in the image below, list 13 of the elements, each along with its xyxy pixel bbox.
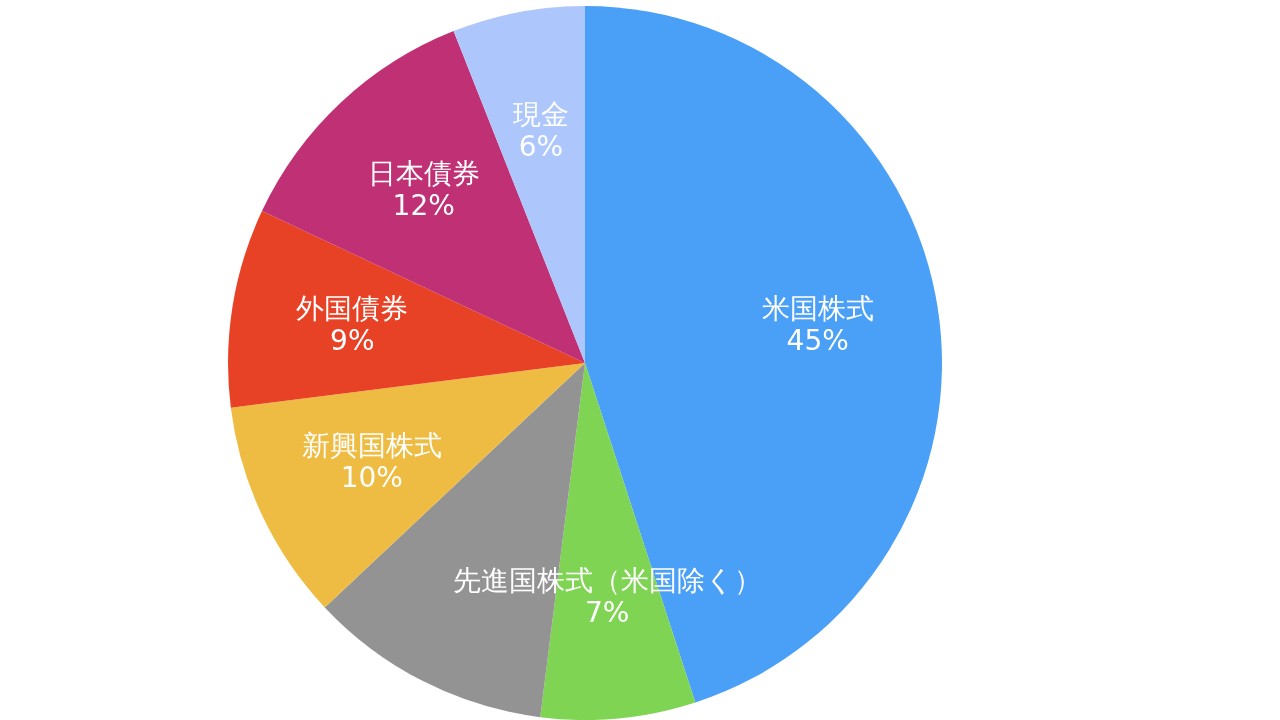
data-label: 7% [584, 595, 630, 629]
slice-label: 新興国株式 [301, 429, 442, 463]
slice-label: 現金 [512, 97, 569, 131]
slice-label: 外国債券 [296, 292, 409, 326]
data-label: 9% [330, 324, 375, 358]
slice-label: 米国株式 [761, 292, 874, 326]
pie-slice [261, 31, 585, 363]
data-label: 45% [786, 324, 849, 358]
data-label: 6% [518, 129, 564, 163]
slice-label: 日本債券 [367, 157, 480, 191]
pie-slice [453, 6, 585, 363]
data-label: 12% [392, 189, 455, 223]
data-label: 10% [340, 461, 403, 495]
